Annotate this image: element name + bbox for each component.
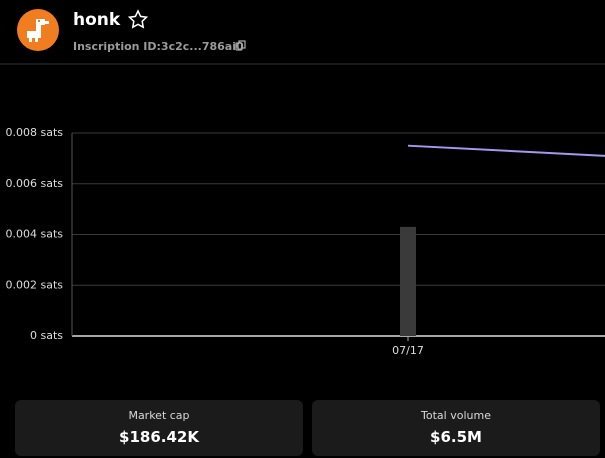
favorite-star[interactable] xyxy=(127,9,149,29)
y-tick-label: 0.008 sats xyxy=(5,126,63,139)
y-tick-label: 0.006 sats xyxy=(5,177,63,190)
volume-bar xyxy=(400,226,416,336)
goose-icon xyxy=(27,19,49,42)
stat-label: Market cap xyxy=(128,409,190,422)
stat-card: Total volume $6.5M xyxy=(312,400,600,456)
stat-label: Total volume xyxy=(421,409,491,422)
chart: 0 sats 0.002 sats 0.004 sats 0.006 sats 0.00… xyxy=(5,126,605,357)
price-line xyxy=(407,144,605,157)
y-tick-label: 0.004 sats xyxy=(5,228,63,241)
y-tick-label: 0 sats xyxy=(30,329,63,342)
stat-card: Market cap $186.42K xyxy=(15,400,303,456)
inscription-id: Inscription ID:3c2c...786ai0 xyxy=(73,40,244,53)
stat-value: $186.42K xyxy=(119,428,199,446)
goose-eye xyxy=(38,20,40,22)
copy-icon[interactable] xyxy=(235,40,246,51)
x-tick-label: 07/17 xyxy=(392,344,424,357)
stat-value: $6.5M xyxy=(430,428,482,446)
y-tick-label: 0.002 sats xyxy=(5,278,63,291)
token-name: honk xyxy=(73,10,121,30)
